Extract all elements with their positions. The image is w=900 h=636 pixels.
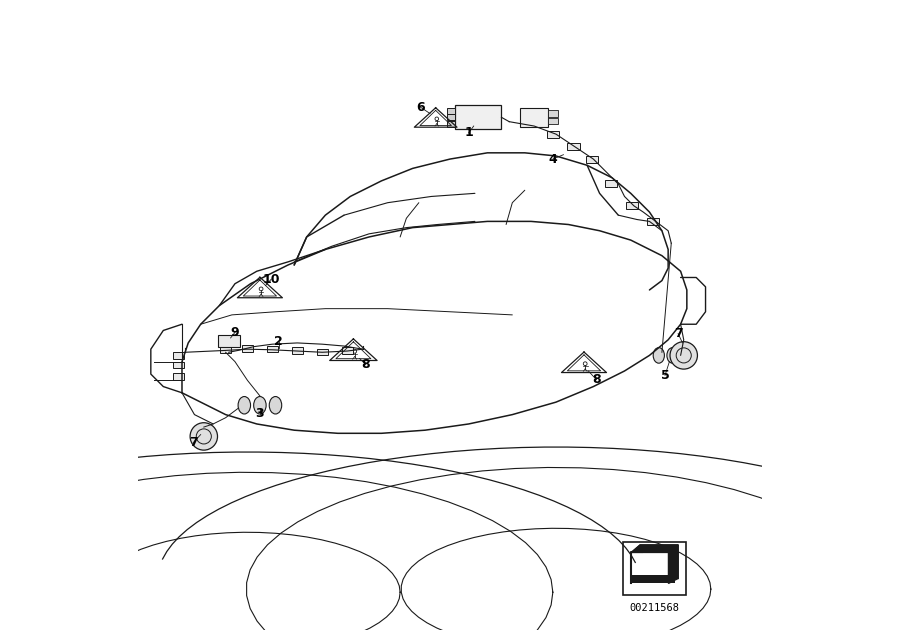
Text: 4: 4: [548, 153, 557, 165]
Bar: [454, 106, 501, 129]
Bar: [341, 347, 353, 354]
Bar: [173, 362, 184, 368]
Text: 3: 3: [256, 408, 265, 420]
Text: 2: 2: [274, 335, 283, 348]
Ellipse shape: [653, 348, 664, 363]
Text: 00211568: 00211568: [629, 603, 680, 613]
Circle shape: [190, 423, 218, 450]
Bar: [624, 543, 686, 595]
Ellipse shape: [238, 396, 250, 414]
Bar: [586, 156, 598, 163]
Polygon shape: [669, 545, 678, 583]
Text: 8: 8: [362, 358, 370, 371]
Text: 5: 5: [661, 369, 670, 382]
Bar: [548, 111, 557, 116]
Bar: [173, 373, 184, 380]
Circle shape: [670, 342, 698, 369]
Text: 6: 6: [417, 101, 425, 114]
Text: 7: 7: [674, 327, 682, 340]
Polygon shape: [632, 545, 678, 553]
Bar: [626, 202, 638, 209]
Bar: [266, 346, 278, 352]
Bar: [447, 114, 454, 120]
Text: 7: 7: [189, 436, 198, 449]
Text: 1: 1: [464, 127, 473, 139]
Ellipse shape: [269, 396, 282, 414]
Ellipse shape: [254, 396, 266, 414]
Bar: [632, 576, 675, 583]
Bar: [546, 131, 559, 137]
Bar: [567, 143, 580, 150]
Bar: [447, 107, 454, 114]
Bar: [605, 180, 617, 187]
Ellipse shape: [680, 348, 690, 363]
Bar: [647, 218, 660, 225]
Text: 10: 10: [263, 273, 280, 286]
Bar: [173, 352, 184, 359]
Ellipse shape: [667, 348, 678, 363]
Bar: [520, 108, 548, 127]
Text: 9: 9: [230, 326, 239, 339]
Text: 8: 8: [592, 373, 601, 386]
Bar: [292, 347, 303, 354]
Bar: [317, 349, 328, 355]
Bar: [447, 121, 454, 127]
Bar: [220, 347, 231, 353]
Bar: [548, 118, 557, 124]
Bar: [218, 335, 239, 347]
Bar: [242, 345, 253, 352]
